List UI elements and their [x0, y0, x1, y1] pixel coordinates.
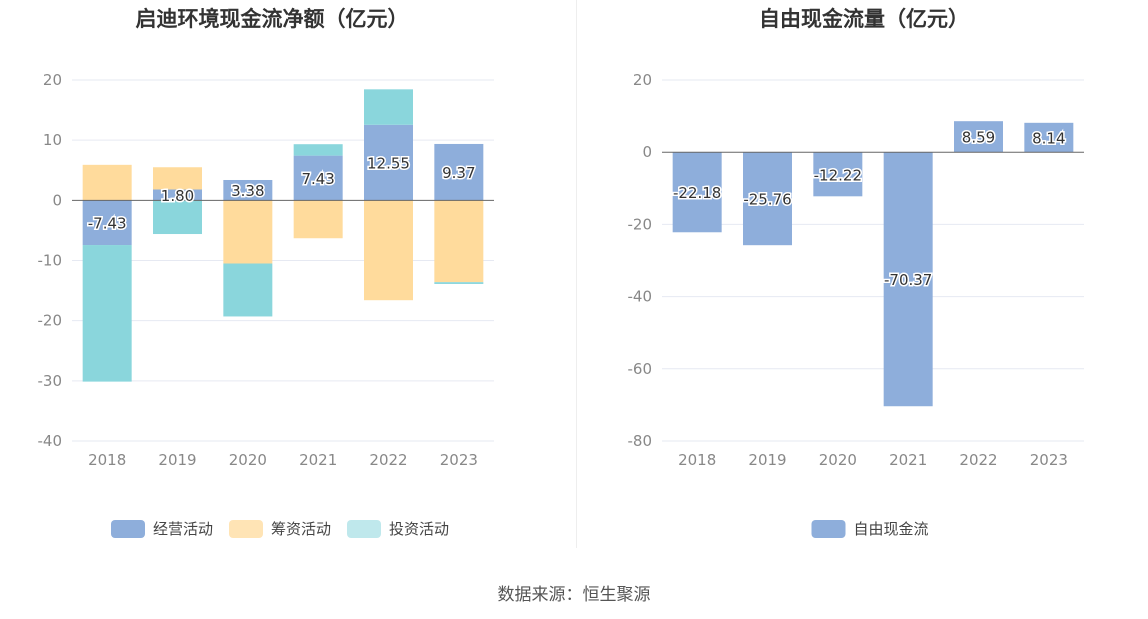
data-label: 7.43 — [301, 170, 334, 188]
data-label: -70.37 — [884, 271, 932, 289]
x-tick-label: 2022 — [369, 451, 407, 469]
bar — [293, 200, 343, 239]
x-tick-label: 2020 — [229, 451, 267, 469]
y-tick-label: -40 — [628, 288, 653, 306]
legend-label: 筹资活动 — [271, 520, 331, 538]
x-tick-label: 2023 — [1030, 451, 1068, 469]
legend-swatch — [811, 520, 846, 538]
chart-2: 自由现金流量（亿元） 20 0 -20 -40 -60 -80 2018 2019 2020 202… — [628, 7, 1084, 538]
x-tick-label: 2019 — [748, 451, 786, 469]
data-label: -25.76 — [743, 191, 791, 209]
x-tick-label: 2021 — [889, 451, 927, 469]
data-label: -22.18 — [673, 184, 721, 202]
chart-title: 自由现金流量（亿元） — [759, 7, 969, 31]
bar — [813, 152, 863, 197]
y-tick-label: -80 — [628, 432, 653, 450]
x-tick-label: 2018 — [678, 451, 716, 469]
bar — [434, 200, 484, 283]
legend-label: 自由现金流 — [854, 520, 929, 538]
bar — [434, 143, 484, 201]
data-label: 3.38 — [231, 182, 264, 200]
x-tick-label: 2019 — [158, 451, 196, 469]
bar — [364, 89, 413, 125]
legend-swatch — [111, 520, 145, 538]
x-tick-label: 2020 — [819, 451, 857, 469]
bar — [293, 144, 343, 156]
bar — [672, 152, 722, 233]
bar — [743, 152, 792, 246]
legend-swatch — [229, 520, 263, 538]
y-tick-label: -40 — [38, 432, 63, 450]
bar — [434, 282, 484, 284]
bar — [82, 200, 132, 246]
data-label: 12.55 — [367, 155, 410, 173]
legend: 自由现金流 — [811, 520, 929, 538]
chart-title: 启迪环境现金流净额（亿元） — [136, 7, 409, 31]
data-label: -7.43 — [88, 215, 127, 233]
x-tick-label: 2021 — [299, 451, 337, 469]
y-tick-label: -30 — [38, 372, 63, 390]
legend-label: 投资活动 — [389, 520, 449, 538]
y-tick-label: 0 — [52, 191, 62, 209]
bar — [1024, 122, 1074, 153]
y-tick-label: -20 — [38, 312, 63, 330]
chart-1: 启迪环境现金流净额（亿元） 20 10 0 -10 -20 -30 -40 2018 2019 20… — [38, 7, 494, 538]
y-tick-label: 20 — [633, 71, 652, 89]
x-tick-label: 2018 — [88, 451, 126, 469]
y-tick-label: -60 — [628, 360, 653, 378]
y-tick-label: 10 — [43, 131, 62, 149]
bar — [293, 155, 343, 201]
panel-divider — [576, 0, 577, 548]
legend-label: 经营活动 — [153, 520, 213, 538]
x-tick-label: 2022 — [959, 451, 997, 469]
legend-swatch — [347, 520, 381, 538]
bar — [153, 200, 202, 235]
bar — [883, 152, 933, 407]
data-source-note: 数据来源：恒生聚源 — [497, 585, 651, 605]
y-tick-label: -10 — [38, 252, 63, 270]
bar — [364, 124, 413, 201]
bar — [153, 189, 202, 201]
data-label: 8.14 — [1032, 130, 1065, 148]
legend: 经营活动 筹资活动 投资活动 — [111, 520, 449, 538]
bar — [954, 121, 1003, 153]
y-tick-label: 20 — [43, 71, 62, 89]
bar — [223, 179, 273, 201]
bar — [223, 200, 273, 264]
data-label: 8.59 — [962, 129, 995, 147]
bar — [223, 263, 273, 317]
bar — [153, 167, 202, 190]
data-label: -12.22 — [814, 166, 862, 184]
data-label: 9.37 — [442, 164, 475, 182]
x-tick-label: 2023 — [440, 451, 478, 469]
bar — [82, 245, 132, 382]
bar — [364, 200, 413, 301]
bar — [82, 164, 132, 201]
data-label: 1.80 — [161, 187, 194, 205]
y-tick-label: 0 — [642, 143, 652, 161]
y-tick-label: -20 — [628, 215, 653, 233]
